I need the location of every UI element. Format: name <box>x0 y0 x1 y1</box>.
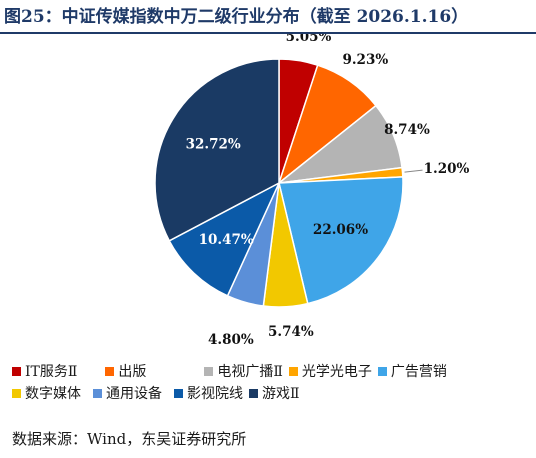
legend-item-it-services: IT服务Ⅱ <box>12 361 77 381</box>
pie-chart: 5.05% 9.23% 8.74% 1.20% 22.06% 5.74% 4.80% 10.4… <box>154 34 470 348</box>
legend-swatch <box>249 388 258 398</box>
legend-item-advertising: 广告营销 <box>377 361 447 381</box>
legend-row-2: 数字媒体 通用设备 影视院线 游戏Ⅱ <box>12 382 532 404</box>
legend-swatch <box>377 366 387 376</box>
legend-swatch <box>12 388 21 398</box>
legend-swatch <box>204 366 214 376</box>
legend-item-tv-broadcast: 电视广播Ⅱ <box>204 361 283 381</box>
data-label-6: 4.80% <box>208 332 254 348</box>
legend-item-general-equipment: 通用设备 <box>93 383 162 403</box>
value-labels: 5.05% 9.23% 8.74% 1.20% 22.06% 5.74% 4.80% 10.4… <box>186 34 470 348</box>
legend-swatch <box>174 388 183 398</box>
legend-item-publishing: 出版 <box>105 361 146 381</box>
data-label-2: 8.74% <box>384 122 430 138</box>
legend-item-games: 游戏Ⅱ <box>249 383 300 403</box>
pie-slices <box>154 58 404 308</box>
data-label-0: 5.05% <box>286 34 332 45</box>
legend: IT服务Ⅱ 出版 电视广播Ⅱ 光学光电子 广告营销 数字媒体 通用设备 影视院线… <box>12 360 532 404</box>
pie-slice-4 <box>278 176 404 305</box>
legend-item-digital-media: 数字媒体 <box>12 383 81 403</box>
leader-lines <box>404 169 423 173</box>
data-label-1: 9.23% <box>342 52 388 68</box>
data-label-3: 1.20% <box>424 161 470 177</box>
legend-swatch <box>12 366 21 376</box>
data-label-4: 22.06% <box>313 222 368 238</box>
chart-title: 图25：中证传媒指数中万二级行业分布（截至 2026.1.16） <box>4 7 469 27</box>
source-note: 数据来源：Wind，东吴证券研究所 <box>12 430 247 448</box>
data-label-8: 32.72% <box>186 136 241 152</box>
legend-swatch <box>93 388 102 398</box>
legend-item-film-cinema: 影视院线 <box>174 383 243 403</box>
pie-slice-8 <box>154 58 280 242</box>
legend-row-1: IT服务Ⅱ 出版 电视广播Ⅱ 光学光电子 广告营销 <box>12 360 532 382</box>
legend-item-optoelectronics: 光学光电子 <box>288 361 372 381</box>
pie-slice-7 <box>168 181 281 297</box>
title-underline <box>0 32 536 34</box>
data-label-5: 5.74% <box>268 324 314 340</box>
data-label-7: 10.47% <box>199 232 254 248</box>
legend-swatch <box>105 366 115 376</box>
legend-swatch <box>288 366 298 376</box>
leader-line <box>404 169 423 173</box>
